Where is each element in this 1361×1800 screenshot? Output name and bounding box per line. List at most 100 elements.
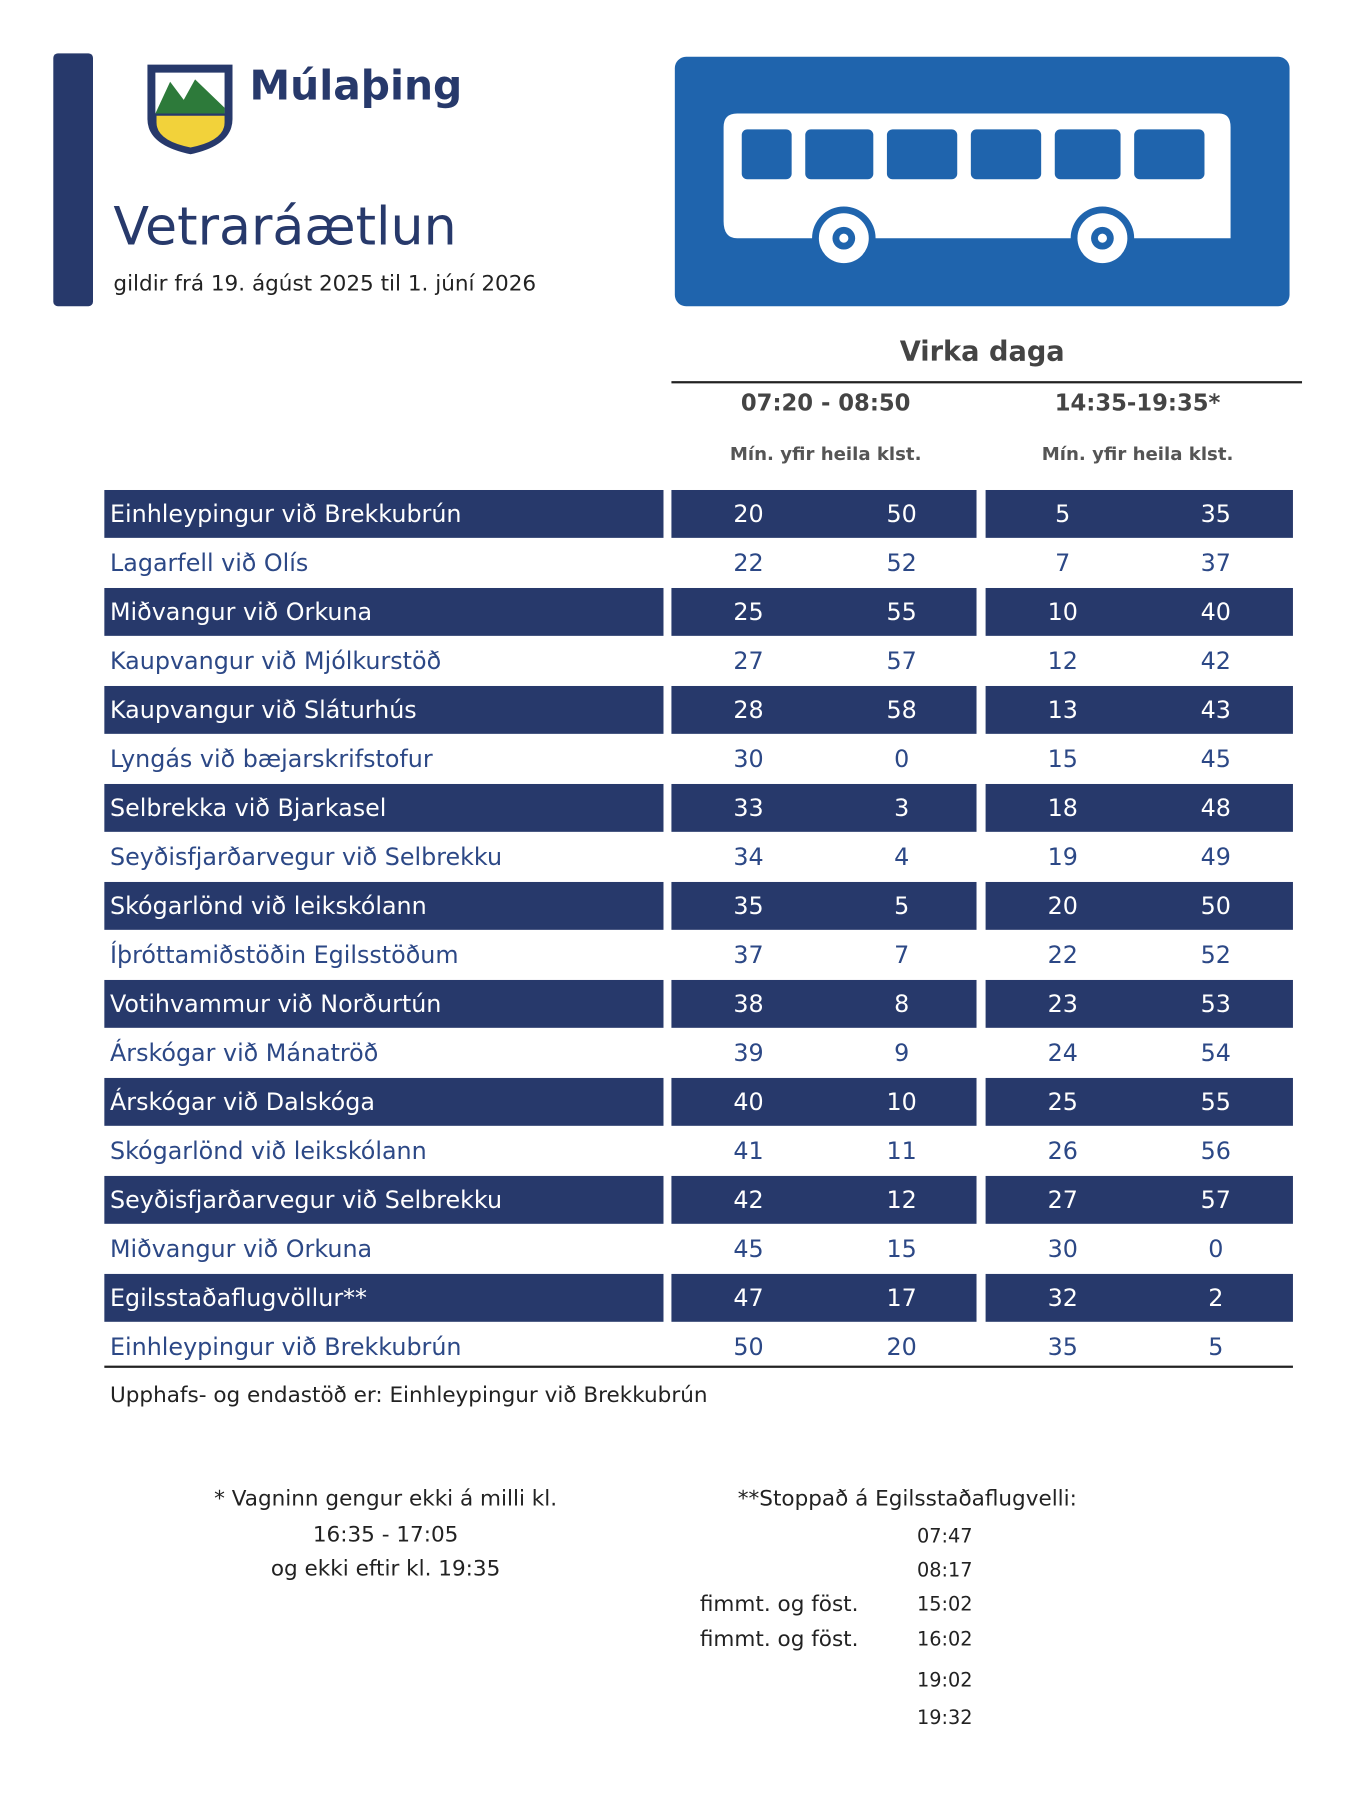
minute: 39 xyxy=(733,1039,763,1067)
row-band xyxy=(671,881,977,930)
row-band xyxy=(671,979,977,1028)
minute: 32 xyxy=(1048,1284,1078,1312)
minute: 57 xyxy=(887,647,917,675)
row-band xyxy=(671,783,977,832)
bus-sign xyxy=(674,56,1290,307)
stop-time: 19:02 xyxy=(917,1668,973,1691)
row-band xyxy=(985,685,1293,734)
minute: 12 xyxy=(887,1186,917,1214)
minute: 43 xyxy=(1201,696,1231,724)
minute: 35 xyxy=(733,892,763,920)
minute: 17 xyxy=(887,1284,917,1312)
minute: 12 xyxy=(1048,647,1078,675)
minute: 5 xyxy=(894,892,909,920)
minute: 37 xyxy=(733,941,763,969)
minute: 50 xyxy=(1201,892,1231,920)
stop-name: Seyðisfjarðarvegur við Selbrekku xyxy=(110,1186,502,1214)
row-band xyxy=(104,685,664,734)
minute: 40 xyxy=(1201,598,1231,626)
minute: 15 xyxy=(887,1235,917,1263)
minute: 58 xyxy=(887,696,917,724)
subtitle: gildir frá 19. ágúst 2025 til 1. júní 20… xyxy=(113,272,536,297)
stop-time: 19:32 xyxy=(917,1706,973,1729)
row-band xyxy=(104,1273,664,1322)
minute: 7 xyxy=(1055,549,1070,577)
minute: 52 xyxy=(887,549,917,577)
stop-name: Árskógar við Mánatröð xyxy=(110,1039,378,1067)
minute: 55 xyxy=(887,598,917,626)
row-band xyxy=(104,783,664,832)
minute: 47 xyxy=(733,1284,763,1312)
minute: 42 xyxy=(733,1186,763,1214)
row-band xyxy=(104,979,664,1028)
note-title: **Stoppað á Egilsstaðaflugvelli: xyxy=(738,1486,1077,1511)
period: 07:20 - 08:50 xyxy=(741,390,911,416)
note: * Vagninn gengur ekki á milli kl. xyxy=(214,1486,557,1511)
minute: 57 xyxy=(1201,1186,1231,1214)
minute: 0 xyxy=(894,745,909,773)
minute: 42 xyxy=(1201,647,1231,675)
stop-name: Lagarfell við Olís xyxy=(110,549,308,577)
minute: 24 xyxy=(1048,1039,1078,1067)
period: 14:35-19:35* xyxy=(1055,390,1221,416)
stop-days: fimmt. og föst. xyxy=(700,1627,859,1652)
note: og ekki eftir kl. 19:35 xyxy=(271,1557,500,1582)
stop-time: 15:02 xyxy=(917,1592,973,1615)
stop-name: Einhleypingur við Brekkubrún xyxy=(110,500,462,528)
minute: 9 xyxy=(894,1039,909,1067)
minute: 20 xyxy=(1048,892,1078,920)
row-band xyxy=(985,979,1293,1028)
stop-name: Kaupvangur við Mjólkurstöð xyxy=(110,647,441,675)
row-band xyxy=(104,1077,664,1126)
stop-name: Íþróttamiðstöðin Egilsstöðum xyxy=(110,941,459,969)
row-band xyxy=(985,1273,1293,1322)
minute: 45 xyxy=(733,1235,763,1263)
row-band xyxy=(985,489,1293,538)
stop-name: Selbrekka við Bjarkasel xyxy=(110,794,386,822)
minute: 50 xyxy=(887,500,917,528)
minute: 56 xyxy=(1201,1137,1231,1165)
logo xyxy=(147,64,233,155)
minute: 38 xyxy=(733,990,763,1018)
row-band xyxy=(104,587,664,636)
minute: 18 xyxy=(1048,794,1078,822)
stop-name: Árskógar við Dalskóga xyxy=(110,1088,375,1116)
row-band xyxy=(985,783,1293,832)
brand: Múlaþing xyxy=(250,62,463,110)
minute: 27 xyxy=(733,647,763,675)
minute: 10 xyxy=(1048,598,1078,626)
minute: 8 xyxy=(894,990,909,1018)
minute: 5 xyxy=(1208,1333,1223,1361)
minute: 52 xyxy=(1201,941,1231,969)
minute: 15 xyxy=(1048,745,1078,773)
minute: 40 xyxy=(733,1088,763,1116)
stop-name: Votihvammur við Norðurtún xyxy=(110,990,441,1018)
minute: 35 xyxy=(1048,1333,1078,1361)
minute: 26 xyxy=(1048,1137,1078,1165)
row-band xyxy=(985,1077,1293,1126)
row-band xyxy=(104,489,664,538)
minute: 10 xyxy=(887,1088,917,1116)
stop-name: Miðvangur við Orkuna xyxy=(110,1235,372,1263)
stop-name: Kaupvangur við Sláturhús xyxy=(110,696,417,724)
footnote: Upphafs- og endastöð er: Einhleypingur v… xyxy=(110,1383,707,1408)
minute: 35 xyxy=(1201,500,1231,528)
row-band xyxy=(985,1175,1293,1224)
row-band xyxy=(985,587,1293,636)
minute: 30 xyxy=(733,745,763,773)
minute: 49 xyxy=(1201,843,1231,871)
stop-name: Egilsstaðaflugvöllur** xyxy=(110,1284,367,1312)
title: Vetraráætlun xyxy=(113,197,456,257)
minute: 27 xyxy=(1048,1186,1078,1214)
stop-name: Einhleypingur við Brekkubrún xyxy=(110,1333,462,1361)
minute: 20 xyxy=(733,500,763,528)
stop-time: 16:02 xyxy=(917,1628,973,1651)
minute: 25 xyxy=(733,598,763,626)
subheader: Mín. yfir heila klst. xyxy=(1042,444,1234,465)
minute: 13 xyxy=(1048,696,1078,724)
minute: 25 xyxy=(1048,1088,1078,1116)
minute: 5 xyxy=(1055,500,1070,528)
row-band xyxy=(671,587,977,636)
